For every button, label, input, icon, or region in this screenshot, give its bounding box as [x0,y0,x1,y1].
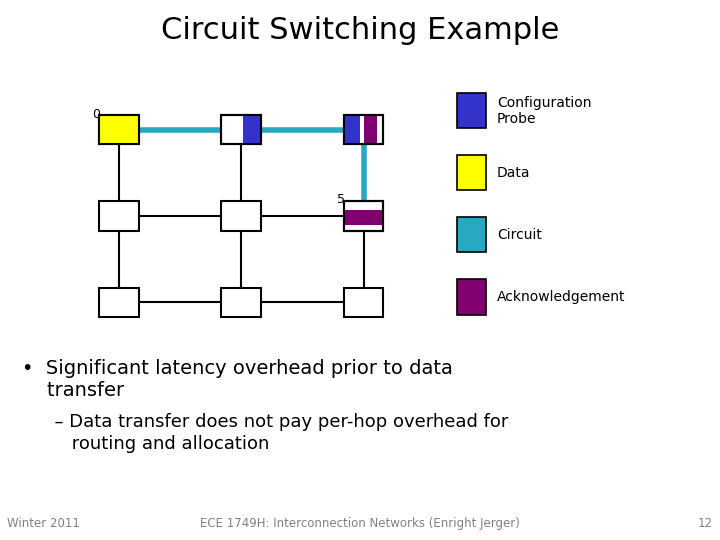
Bar [344,114,360,144]
Bar [457,280,486,314]
Text: 5: 5 [337,193,345,206]
Bar [457,217,486,252]
Text: 12: 12 [698,517,713,530]
Text: Configuration
Probe: Configuration Probe [497,96,591,126]
Text: – Data transfer does not pay per-hop overhead for: – Data transfer does not pay per-hop ove… [43,413,508,431]
Text: Circuit Switching Example: Circuit Switching Example [161,16,559,45]
Text: Circuit: Circuit [497,228,541,242]
Bar [457,155,486,190]
Bar [99,287,139,317]
Text: ECE 1749H: Interconnection Networks (Enright Jerger): ECE 1749H: Interconnection Networks (Enr… [200,517,520,530]
Text: Winter 2011: Winter 2011 [7,517,80,530]
Text: Acknowledgement: Acknowledgement [497,290,625,304]
Bar [222,114,261,144]
Bar [344,287,383,317]
Bar [222,201,261,231]
Bar [99,114,139,144]
Bar [344,210,383,225]
Bar [344,201,383,231]
Bar [222,287,261,317]
Bar [99,201,139,231]
Text: •  Significant latency overhead prior to data: • Significant latency overhead prior to … [22,359,452,378]
Text: 0: 0 [92,109,100,122]
Bar [99,114,139,144]
Text: routing and allocation: routing and allocation [43,435,269,453]
Text: Data: Data [497,166,531,180]
Bar [243,114,261,144]
Bar [344,114,383,144]
Bar [344,114,383,144]
Text: transfer: transfer [22,381,124,400]
Bar [457,93,486,128]
Bar [222,114,261,144]
Bar [344,201,383,231]
Bar [364,114,377,144]
